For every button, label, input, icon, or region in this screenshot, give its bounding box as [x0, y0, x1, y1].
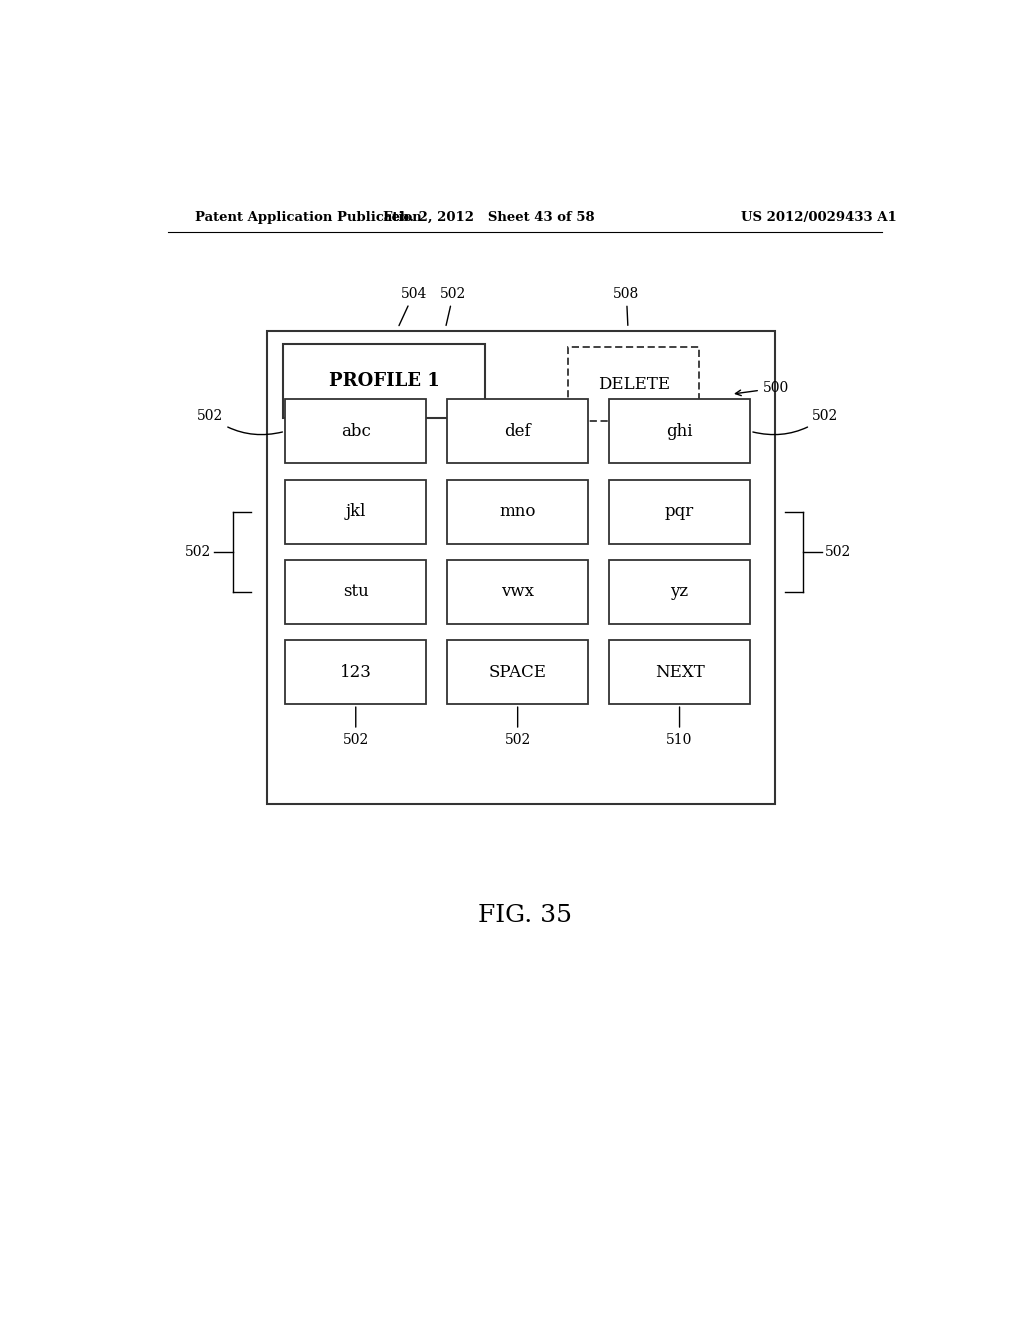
Text: yz: yz [671, 583, 688, 601]
Text: ghi: ghi [667, 422, 693, 440]
Text: US 2012/0029433 A1: US 2012/0029433 A1 [740, 211, 896, 224]
Bar [609, 640, 751, 704]
Bar [447, 640, 589, 704]
Text: 510: 510 [667, 708, 693, 747]
Bar [609, 399, 751, 463]
Text: def: def [505, 422, 531, 440]
Bar [447, 560, 589, 624]
Text: 500: 500 [735, 381, 790, 396]
Text: 123: 123 [340, 664, 372, 681]
Text: 502: 502 [440, 286, 467, 326]
Text: 502: 502 [185, 545, 211, 558]
Text: stu: stu [343, 583, 369, 601]
Text: 504: 504 [399, 286, 427, 326]
Text: 502: 502 [824, 545, 851, 558]
Text: vwx: vwx [501, 583, 535, 601]
Text: 502: 502 [197, 409, 283, 434]
Text: 502: 502 [753, 409, 839, 434]
Bar [285, 560, 426, 624]
Text: 502: 502 [343, 708, 369, 747]
Text: pqr: pqr [665, 503, 694, 520]
Bar [283, 345, 485, 417]
Text: PROFILE 1: PROFILE 1 [329, 372, 439, 389]
Text: Feb. 2, 2012   Sheet 43 of 58: Feb. 2, 2012 Sheet 43 of 58 [383, 211, 595, 224]
Bar [609, 560, 751, 624]
Bar [447, 399, 589, 463]
Bar [285, 479, 426, 544]
Text: abc: abc [341, 422, 371, 440]
Text: jkl: jkl [345, 503, 366, 520]
Text: SPACE: SPACE [488, 664, 547, 681]
Bar [285, 399, 426, 463]
Text: FIG. 35: FIG. 35 [478, 904, 571, 927]
Bar [285, 640, 426, 704]
Text: 502: 502 [505, 708, 530, 747]
Text: 508: 508 [613, 286, 640, 325]
Bar [267, 331, 775, 804]
Text: Patent Application Publication: Patent Application Publication [196, 211, 422, 224]
Text: mno: mno [500, 503, 536, 520]
Text: DELETE: DELETE [598, 376, 670, 392]
Bar [447, 479, 589, 544]
Bar [609, 479, 751, 544]
Bar [568, 347, 699, 421]
Text: NEXT: NEXT [654, 664, 705, 681]
